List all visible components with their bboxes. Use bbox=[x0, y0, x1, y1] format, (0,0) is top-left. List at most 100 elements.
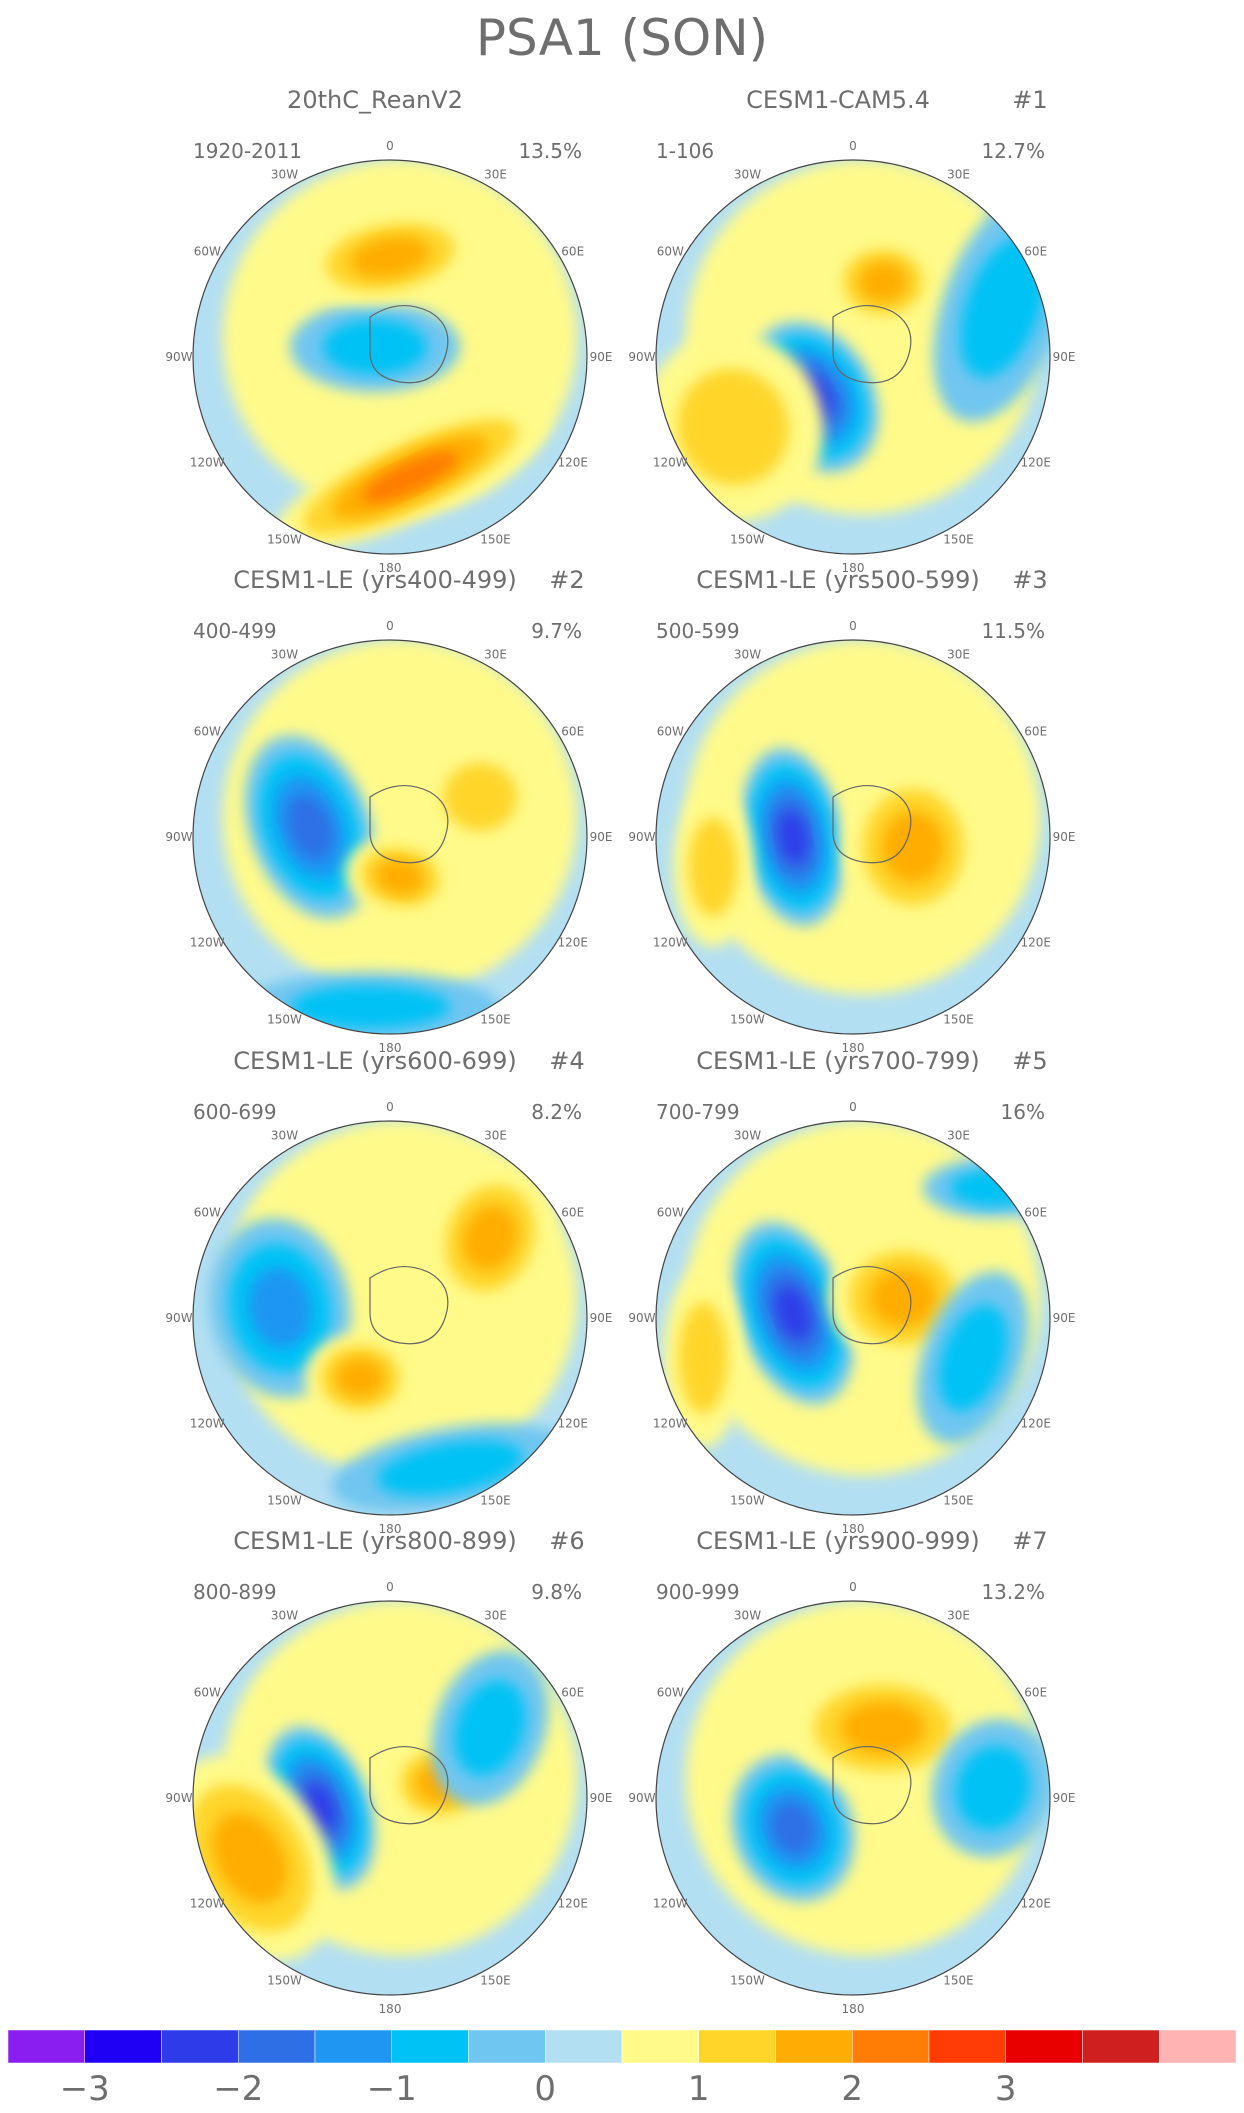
longitude-label: 90E bbox=[1053, 1311, 1076, 1325]
longitude-label: 90E bbox=[590, 830, 613, 844]
longitude-label: 90W bbox=[628, 1311, 655, 1325]
coastline bbox=[832, 1265, 912, 1345]
longitude-label: 180 bbox=[379, 1522, 402, 1536]
panel-variance: 16% bbox=[1001, 1100, 1045, 1124]
longitude-label: 150E bbox=[943, 1494, 974, 1508]
map-field bbox=[656, 640, 1050, 1034]
colorbar-swatch bbox=[238, 2029, 316, 2064]
longitude-label: 30E bbox=[947, 167, 970, 181]
longitude-label: 120E bbox=[1020, 456, 1051, 470]
map-panel: 0 30E 60E 90E 120E 150E 180 150W 120W 90W 60W 30W CE… bbox=[165, 566, 612, 1055]
longitude-label: 60W bbox=[657, 245, 684, 259]
colorbar-swatch bbox=[1159, 2029, 1237, 2064]
longitude-label: 120W bbox=[653, 1897, 688, 1911]
longitude-label: 60W bbox=[194, 1686, 221, 1700]
longitude-label: 180 bbox=[842, 1041, 865, 1055]
longitude-label: 90W bbox=[165, 350, 192, 364]
panel-title: CESM1-LE (yrs500-599) bbox=[696, 566, 980, 594]
colorbar-tick-label: 2 bbox=[841, 2069, 863, 2109]
colorbar-swatch bbox=[1005, 2029, 1083, 2064]
longitude-label: 90E bbox=[590, 1311, 613, 1325]
colorbar-tick-label: 3 bbox=[995, 2069, 1017, 2109]
coastline bbox=[832, 784, 912, 864]
longitude-label: 90E bbox=[1053, 830, 1076, 844]
map-panel: 0 30E 60E 90E 120E 150E 180 150W 120W 90W 60W 30W CE… bbox=[165, 1047, 612, 1536]
longitude-label: 120W bbox=[190, 456, 225, 470]
longitude-label: 90E bbox=[590, 350, 613, 364]
map-panel: 0 30E 60E 90E 120E 150E 180 150W 120W 90W 60W 30W CE… bbox=[165, 1527, 613, 2016]
longitude-label: 180 bbox=[379, 561, 402, 575]
longitude-label: 150E bbox=[480, 1013, 511, 1027]
longitude-label: 90E bbox=[590, 1791, 613, 1805]
colorbar-swatch bbox=[161, 2029, 239, 2064]
colorbar: −3 −2 −1 0 1 2 3 bbox=[7, 2029, 1237, 2109]
colorbar-swatch bbox=[621, 2029, 699, 2064]
longitude-label: 60E bbox=[561, 245, 584, 259]
longitude-label: 0 bbox=[849, 139, 857, 153]
longitude-label: 180 bbox=[379, 2002, 402, 2016]
panel-years: 1-106 bbox=[656, 139, 714, 163]
panel-years: 800-899 bbox=[193, 1580, 277, 1604]
panel-years: 600-699 bbox=[193, 1100, 277, 1124]
longitude-label: 90W bbox=[628, 350, 655, 364]
longitude-label: 120E bbox=[1020, 936, 1051, 950]
longitude-label: 150E bbox=[943, 1974, 974, 1988]
longitude-label: 150W bbox=[267, 1494, 302, 1508]
longitude-label: 60E bbox=[1024, 725, 1047, 739]
coastline bbox=[369, 304, 449, 384]
longitude-label: 60E bbox=[1024, 1206, 1047, 1220]
colorbar-swatch bbox=[852, 2029, 930, 2064]
longitude-label: 60E bbox=[1024, 245, 1047, 259]
coastline bbox=[369, 784, 449, 864]
longitude-label: 120E bbox=[1020, 1417, 1051, 1431]
colorbar-swatch bbox=[314, 2029, 392, 2064]
longitude-label: 150W bbox=[267, 533, 302, 547]
longitude-label: 30E bbox=[484, 167, 507, 181]
longitude-label: 30E bbox=[484, 1128, 507, 1142]
colorbar-swatch bbox=[84, 2029, 162, 2064]
map-panel: 0 30E 60E 90E 120E 150E 180 150W 120W 90W 60W 30W CE… bbox=[628, 1527, 1075, 2016]
panel-number: #4 bbox=[549, 1047, 584, 1075]
panel-number: #2 bbox=[549, 566, 584, 594]
longitude-label: 0 bbox=[386, 619, 394, 633]
longitude-label: 120E bbox=[557, 1417, 588, 1431]
colorbar-tick-label: −3 bbox=[60, 2069, 110, 2109]
longitude-label: 90W bbox=[165, 1311, 192, 1325]
panel-variance: 11.5% bbox=[981, 619, 1045, 643]
longitude-label: 30W bbox=[271, 1128, 298, 1142]
longitude-label: 120W bbox=[653, 936, 688, 950]
colorbar-tick-label: 1 bbox=[688, 2069, 710, 2109]
panel-variance: 8.2% bbox=[531, 1100, 582, 1124]
map-field bbox=[193, 1601, 587, 1995]
longitude-label: 60E bbox=[1024, 1686, 1047, 1700]
longitude-label: 120W bbox=[190, 1897, 225, 1911]
panel-number: #6 bbox=[549, 1527, 584, 1555]
panel-variance: 9.8% bbox=[531, 1580, 582, 1604]
longitude-label: 30W bbox=[734, 647, 761, 661]
colorbar-tick-label: −1 bbox=[367, 2069, 417, 2109]
longitude-label: 60W bbox=[657, 1686, 684, 1700]
longitude-label: 150E bbox=[480, 533, 511, 547]
longitude-label: 150E bbox=[480, 1494, 511, 1508]
longitude-label: 90E bbox=[1053, 1791, 1076, 1805]
panel-years: 400-499 bbox=[193, 619, 277, 643]
longitude-label: 0 bbox=[849, 1580, 857, 1594]
panel-title: 20thC_ReanV2 bbox=[287, 86, 463, 114]
map-panel: 0 30E 60E 90E 120E 150E 180 150W 120W 90W 60W 30W CE… bbox=[628, 1047, 1075, 1536]
coastline bbox=[369, 1265, 449, 1345]
map-field bbox=[656, 1121, 1050, 1515]
longitude-label: 0 bbox=[849, 619, 857, 633]
longitude-label: 120E bbox=[557, 456, 588, 470]
coastline bbox=[369, 1745, 449, 1825]
colorbar-tick-label: 0 bbox=[534, 2069, 556, 2109]
panel-variance: 13.2% bbox=[981, 1580, 1045, 1604]
panel-years: 700-799 bbox=[656, 1100, 740, 1124]
longitude-label: 0 bbox=[386, 1100, 394, 1114]
longitude-label: 150E bbox=[480, 1974, 511, 1988]
panel-title: CESM1-LE (yrs400-499) bbox=[233, 566, 517, 594]
longitude-label: 90W bbox=[165, 1791, 192, 1805]
panel-title: CESM1-LE (yrs600-699) bbox=[233, 1047, 517, 1075]
map-panel: 0 30E 60E 90E 120E 150E 180 150W 120W 90W 60W 30W CE… bbox=[628, 86, 1075, 575]
panel-title: CESM1-LE (yrs900-999) bbox=[696, 1527, 980, 1555]
